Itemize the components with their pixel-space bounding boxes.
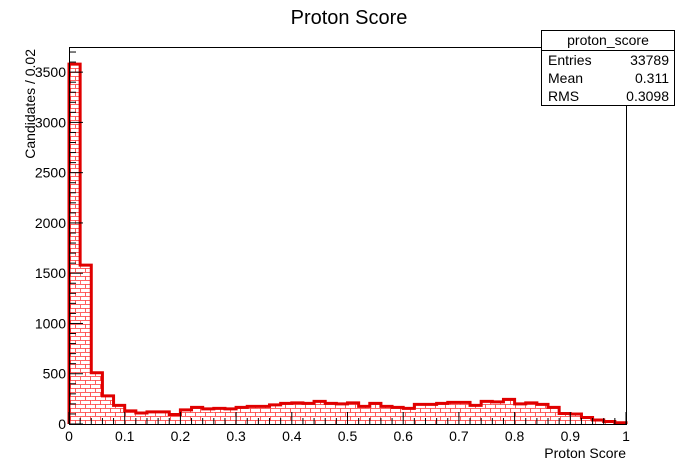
histogram-bin	[191, 407, 203, 424]
histogram-bin	[392, 407, 404, 424]
y-axis: 0 500 1000 1500 2000 2500 3000 3500	[35, 51, 83, 432]
histogram-bin	[146, 411, 159, 424]
histogram-bin	[447, 402, 459, 424]
y-axis-label: Candidates / 0.02	[22, 49, 38, 159]
histogram-bin	[481, 401, 493, 424]
histogram-bin	[102, 395, 114, 424]
x-axis-label: Proton Score	[544, 445, 626, 461]
y-tick-label: 1500	[35, 265, 66, 281]
histogram-bin	[280, 403, 292, 424]
histogram-bin	[358, 406, 370, 424]
histogram-bin	[247, 406, 259, 424]
histogram-bin	[113, 405, 125, 424]
histogram-bin	[536, 404, 549, 424]
x-tick-label: 0.7	[449, 428, 469, 444]
histogram-bin	[336, 403, 348, 424]
histogram-bin	[236, 407, 248, 424]
histogram-bin	[525, 402, 537, 424]
x-tick-label: 0.1	[115, 428, 135, 444]
x-tick-label: 0.3	[226, 428, 246, 444]
histogram-bin	[492, 401, 504, 424]
histogram-bin	[581, 417, 593, 424]
histogram-outline	[67, 62, 628, 425]
x-tick-label: 0	[65, 428, 73, 444]
histogram-bin	[470, 405, 482, 424]
stats-value: 0.3098	[626, 88, 669, 104]
histogram-bin	[414, 404, 426, 424]
histogram-bin	[291, 402, 303, 424]
stats-title: proton_score	[542, 31, 674, 51]
x-tick-label: 0.8	[505, 428, 525, 444]
histogram-bin	[503, 399, 515, 424]
y-tick-label: 500	[43, 366, 67, 382]
histogram-bin	[559, 413, 571, 424]
histogram-bin	[325, 403, 337, 424]
histogram-bin	[403, 408, 415, 424]
chart-title: Proton Score	[291, 7, 408, 29]
histogram-bin	[135, 412, 147, 424]
histogram-bin	[202, 408, 214, 424]
stats-value: 0.311	[635, 70, 669, 86]
x-tick-label: 0.4	[282, 428, 302, 444]
histogram-bin	[224, 408, 237, 424]
histogram-bin	[269, 404, 281, 424]
histogram-bin	[514, 403, 526, 424]
y-tick-label: 3500	[35, 64, 66, 80]
x-tick-label: 0.6	[393, 428, 413, 444]
y-tick-label: 0	[58, 416, 66, 432]
histogram-bin	[169, 414, 181, 424]
histogram-bin	[458, 402, 471, 424]
histogram-bin	[91, 372, 103, 424]
plot-frame	[69, 47, 627, 425]
histogram-bin	[425, 404, 437, 424]
y-tick-label: 2500	[35, 165, 66, 181]
x-tick-label: 0.9	[561, 428, 581, 444]
y-tick-label: 3000	[35, 114, 66, 130]
histogram-bin	[213, 408, 225, 424]
x-tick-label: 0.2	[171, 428, 191, 444]
y-tick-label: 1000	[35, 315, 66, 331]
histogram-bin	[258, 406, 270, 424]
stats-row-rms: RMS 0.3098	[542, 87, 674, 105]
histogram-bin	[69, 64, 81, 424]
y-tick-label: 2000	[35, 215, 66, 231]
x-tick-label: 1	[622, 428, 630, 444]
histogram-bin	[180, 409, 192, 424]
histogram-bin	[436, 403, 448, 424]
histogram-bin	[548, 407, 560, 424]
x-tick-label: 0.5	[338, 428, 358, 444]
histogram-bin	[347, 402, 359, 424]
histogram-bars	[69, 64, 626, 424]
stats-label: Mean	[548, 70, 584, 86]
histogram-bin	[80, 265, 92, 424]
stats-box: proton_score Entries 33789 Mean 0.311 RM…	[541, 30, 675, 106]
stats-label: Entries	[548, 52, 592, 68]
stats-row-entries: Entries 33789	[542, 51, 674, 69]
histogram-bin	[570, 413, 582, 424]
histogram-bin	[369, 403, 381, 424]
histogram-bin	[380, 406, 393, 424]
histogram-bin	[592, 419, 604, 424]
histogram-bin	[314, 401, 326, 424]
histogram-bin	[158, 411, 170, 424]
histogram-bin	[124, 410, 136, 424]
histogram-bin	[302, 403, 315, 424]
stats-row-mean: Mean 0.311	[542, 69, 674, 87]
x-axis: 0 0.1 0.2 0.3 0.4 0.5 0.6 0.7 0.8 0.9 1	[65, 412, 630, 444]
stats-value: 33789	[630, 52, 669, 68]
stats-label: RMS	[548, 88, 580, 104]
